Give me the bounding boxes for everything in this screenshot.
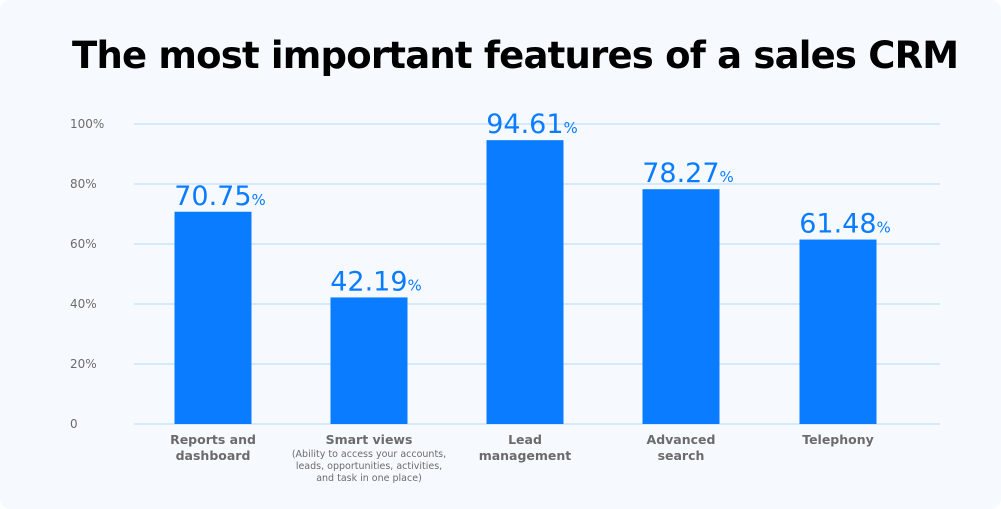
x-tick-label: Reports and dashboard [128, 432, 298, 464]
y-tick-label: 20% [70, 357, 97, 371]
data-label: 61.48% [799, 209, 891, 240]
y-tick-label: 0 [70, 417, 78, 431]
chart-title: The most important features of a sales C… [72, 34, 959, 77]
y-tick-label: 40% [70, 297, 97, 311]
x-tick-label-line: management [478, 448, 572, 463]
data-label: 94.61% [486, 109, 578, 140]
y-tick-label: 60% [70, 237, 97, 251]
x-tick-label-line: Lead [508, 432, 542, 447]
data-label: 78.27% [642, 158, 734, 189]
y-tick-label: 100% [70, 117, 104, 131]
bar [486, 140, 564, 425]
x-tick-label-line: Reports and [170, 432, 256, 447]
bar [799, 239, 877, 424]
x-tick-label-line: dashboard [175, 448, 251, 463]
x-tick-label-line: search [657, 448, 705, 463]
bar [330, 297, 408, 424]
x-tick-label: Advanced search [596, 432, 766, 464]
x-tick-label: Smart views (Ability to access your accou… [284, 432, 454, 485]
data-label: 42.19% [330, 266, 422, 297]
y-tick-label: 80% [70, 177, 97, 191]
x-tick-label: Telephony [753, 432, 923, 448]
x-tick-label: Lead management [440, 432, 610, 464]
x-tick-label-line: Telephony [802, 432, 874, 447]
bar [174, 211, 252, 424]
data-label: 70.75% [174, 181, 266, 212]
x-tick-sublabel: (Ability to access your accounts, leads, … [291, 449, 447, 484]
bar [642, 189, 720, 424]
x-tick-label-line: Advanced [646, 432, 716, 447]
x-tick-label-line: Smart views [325, 432, 413, 447]
